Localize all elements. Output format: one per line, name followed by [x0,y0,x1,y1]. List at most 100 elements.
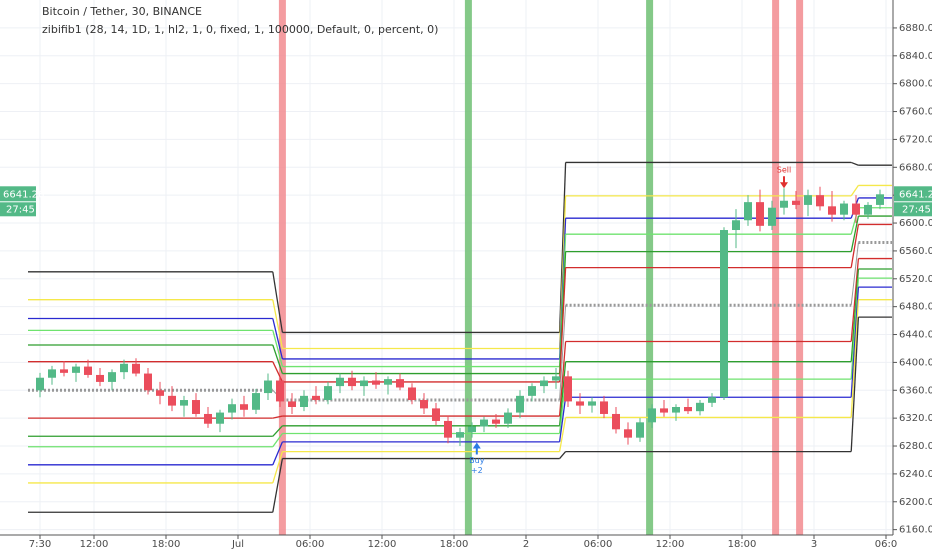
x-tick-label: 18:00 [728,539,757,550]
y-tick-label: 6280.00 [899,441,932,452]
y-tick-label: 6360.00 [899,385,932,396]
level-connector [850,161,859,166]
candle-body [804,195,812,205]
candle-body [300,395,308,407]
level-connector [850,242,859,306]
countdown-box [894,202,932,217]
level-connector [558,361,567,426]
candle-body [288,401,296,407]
y-tick-label: 6520.00 [899,274,932,285]
x-tick-label: 06:00 [296,539,325,550]
y-tick-label: 6480.00 [899,302,932,313]
candle-body [144,373,152,391]
candle-body [396,379,404,388]
candle-body [756,202,764,226]
candle-body [828,206,836,215]
overlay: Buy+2 Sell [469,166,791,475]
candle-body [168,395,176,406]
level-connector [558,267,567,382]
candle-body [312,395,320,401]
candle-body [120,363,128,373]
candle-body [372,380,380,385]
x-tick-label: 7:30 [29,539,51,550]
candle-body [780,200,788,208]
y-tick-label: 6600.00 [899,218,932,229]
candle-body [720,230,728,398]
y-tick-label: 6560.00 [899,246,932,257]
candle-body [732,220,740,231]
candle-body [528,386,536,396]
candle-body [72,366,80,373]
candle-body [864,204,872,215]
x-tick-label: 18:00 [440,539,469,550]
level-connector [850,317,860,452]
candle-body [324,386,332,401]
candle-body [696,402,704,412]
x-tick-label: 3 [811,539,817,550]
candle-body [36,377,44,391]
candle-body [540,380,548,387]
candle-body [96,374,104,382]
signal-detail: +2 [471,466,483,475]
signal-arrow [780,176,788,189]
signal-label: Sell [777,166,791,175]
candle-body [252,393,260,410]
candle-body [48,369,56,378]
candle-body [492,419,500,424]
candle-body [444,420,452,438]
level-connector [850,287,860,398]
candle-body [336,377,344,387]
level-connector [850,224,860,268]
x-tick-label: 12:00 [656,539,685,550]
candle-body [156,390,164,396]
y-tick-label: 6840.00 [899,51,932,62]
highlight-band [278,0,286,535]
grid [0,0,893,535]
candle-body [384,379,392,385]
level-connector [272,441,283,466]
level-connector [850,258,860,342]
candle-body [816,195,824,207]
candle-body [504,412,512,424]
left-countdown: 27:45 [6,204,35,215]
candle-body [192,400,200,414]
candle-body [180,400,188,406]
candle-body [348,377,356,387]
candle-body [876,194,884,205]
y-tick-label: 6320.00 [899,413,932,424]
candle-body [408,387,416,401]
x-tick-label: 18:00 [152,539,181,550]
candle-body [108,372,116,382]
signal-label: Buy [469,456,485,465]
x-tick-label: 12:00 [80,539,109,550]
level-connector [558,341,567,417]
candle-body [648,408,656,423]
x-tick-label: 2 [523,539,529,550]
level-connector [850,185,859,197]
left-countdown-box [0,202,36,217]
candle-body [432,408,440,421]
candle-body [636,422,644,438]
candle-body [216,412,224,424]
candle-body [552,376,560,381]
y-tick-label: 6160.00 [899,525,932,536]
level-connector [272,271,284,333]
x-tick-label: 06:00 [584,539,613,550]
level-connector [272,318,284,360]
candle-body [228,404,236,413]
level-connector [559,305,567,401]
y-tick-label: 6880.00 [899,23,932,34]
level-connector [272,415,283,419]
candle-body [708,397,716,403]
x-tick-label: Jul [231,539,244,550]
level-connector [272,344,284,374]
level-connector [272,299,284,349]
candle-body [468,426,476,433]
candles [36,186,884,447]
candle-body [480,419,488,427]
level-connector [558,417,567,452]
candle-body [684,407,692,412]
candle-body [456,432,464,438]
level-connector [272,361,283,383]
